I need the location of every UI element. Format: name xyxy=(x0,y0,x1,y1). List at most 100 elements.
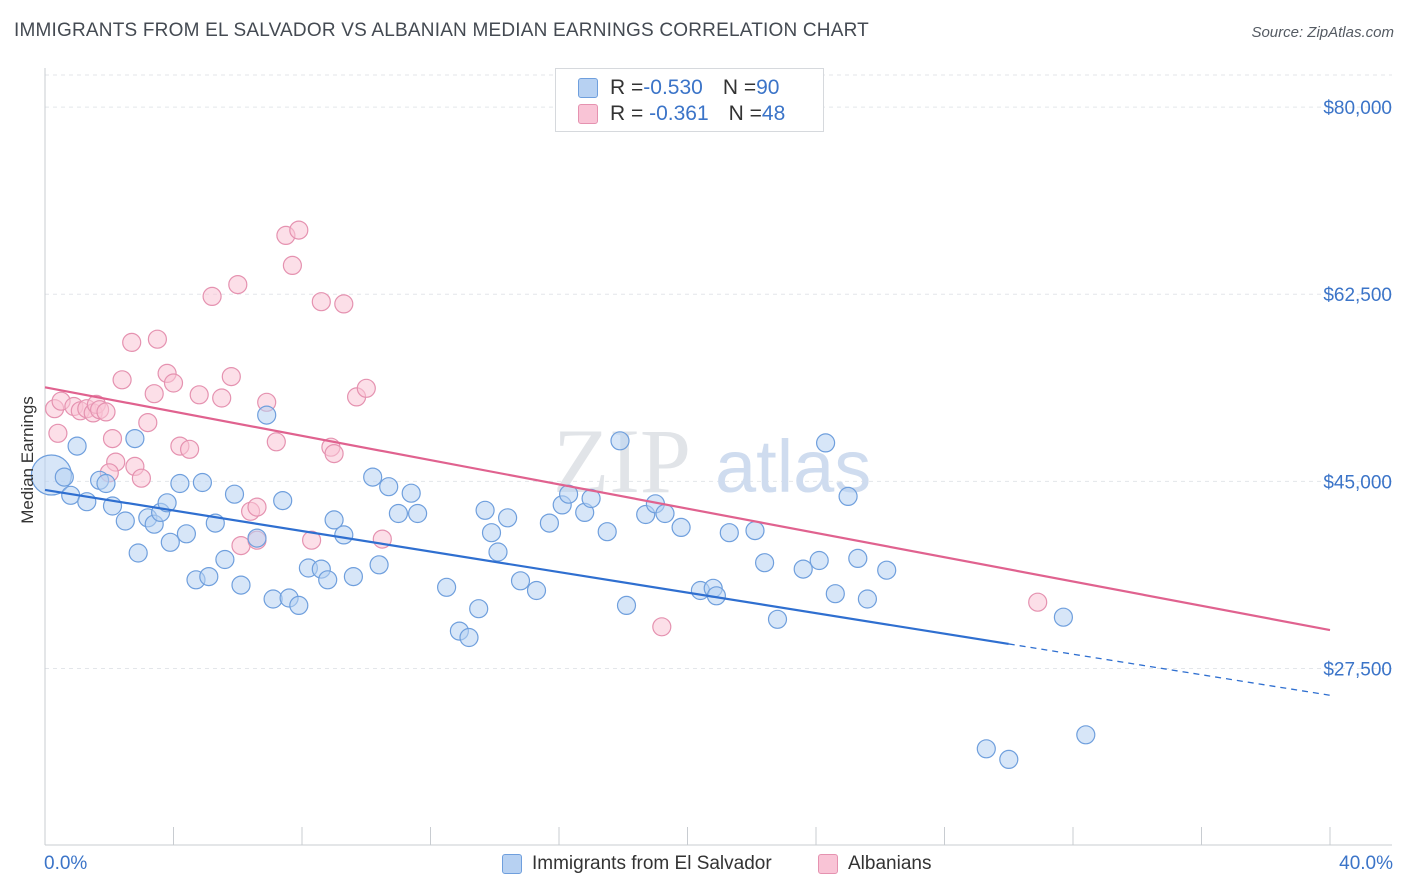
el-salvador-point xyxy=(369,555,389,575)
bottom-legend-albanians: Albanians xyxy=(818,851,931,877)
y-tick-label: $80,000 xyxy=(1323,98,1392,119)
el-salvador-point xyxy=(54,467,74,487)
y-axis-title: Median Earnings xyxy=(18,396,37,524)
legend-r-label: R = xyxy=(610,102,644,125)
el-salvador-point xyxy=(199,566,219,587)
el-salvador-point xyxy=(157,493,177,513)
el-salvador-trend-extension xyxy=(1008,643,1331,696)
el-salvador-point xyxy=(793,559,813,579)
el-salvador-point xyxy=(176,524,196,544)
albanians-point xyxy=(147,329,167,349)
legend-r-value: -0.530 xyxy=(643,76,703,99)
albanians-point xyxy=(96,402,116,422)
y-tick-label: $45,000 xyxy=(1323,472,1392,493)
el-salvador-point xyxy=(247,528,267,548)
el-salvador-point xyxy=(437,577,457,597)
el-salvador-point xyxy=(745,520,765,541)
el-salvador-point xyxy=(719,523,739,543)
el-salvador-points xyxy=(30,405,1096,770)
el-salvador-point xyxy=(510,571,531,591)
albanians-point xyxy=(356,378,376,398)
el-salvador-point xyxy=(475,500,495,520)
el-salvador-point xyxy=(498,508,518,528)
el-salvador-trend-line xyxy=(44,488,1009,646)
el-salvador-point xyxy=(616,595,637,616)
albanians-trend-line xyxy=(44,386,1331,632)
albanians-point xyxy=(231,535,251,556)
albanians-point xyxy=(1028,592,1048,612)
bottom-legend-el-salvador: Immigrants from El Salvador xyxy=(502,851,772,877)
albanians-point xyxy=(266,432,286,452)
legend-row-albanians: R = -0.361 N = 48 xyxy=(578,101,785,127)
el-salvador-point xyxy=(67,436,87,456)
legend-swatch-blue xyxy=(578,78,598,98)
el-salvador-point xyxy=(273,491,293,511)
el-salvador-point xyxy=(257,405,277,425)
x-tick-label: 0.0% xyxy=(44,853,87,874)
trend-lines xyxy=(44,386,1331,696)
el-salvador-point xyxy=(115,511,135,531)
albanians-point xyxy=(131,468,151,488)
x-tick-label: 40.0% xyxy=(1339,853,1393,874)
albanians-point xyxy=(652,617,672,637)
albanians-point xyxy=(334,294,354,314)
el-salvador-point xyxy=(289,595,309,616)
el-salvador-point xyxy=(160,532,180,552)
el-salvador-point xyxy=(671,517,691,538)
legend-r-value: -0.361 xyxy=(643,102,709,125)
el-salvador-point xyxy=(1076,725,1096,745)
el-salvador-point xyxy=(459,627,479,648)
albanians-point xyxy=(324,444,344,464)
el-salvador-point xyxy=(318,570,338,590)
el-salvador-point xyxy=(610,431,630,451)
el-salvador-point xyxy=(767,609,788,629)
y-tick-label: $62,500 xyxy=(1323,285,1392,306)
chart-title: IMMIGRANTS FROM EL SALVADOR VS ALBANIAN … xyxy=(14,20,869,41)
el-salvador-point xyxy=(1053,607,1074,627)
y-tick-label: $27,500 xyxy=(1323,660,1392,681)
el-salvador-point xyxy=(224,484,245,504)
el-salvador-point xyxy=(526,580,547,601)
el-salvador-point xyxy=(838,486,858,506)
el-salvador-point xyxy=(655,503,675,524)
albanians-point xyxy=(221,367,241,387)
el-salvador-point xyxy=(125,429,145,449)
el-salvador-point xyxy=(343,566,363,587)
albanians-point xyxy=(102,429,123,449)
el-salvador-point xyxy=(539,513,560,533)
el-salvador-point xyxy=(809,550,829,571)
el-salvador-point xyxy=(170,473,190,494)
el-salvador-point xyxy=(215,549,235,570)
el-salvador-point xyxy=(401,483,421,503)
legend-row-el-salvador: R = -0.530 N = 90 xyxy=(578,75,779,101)
el-salvador-point xyxy=(408,503,428,524)
el-salvador-point xyxy=(469,599,489,619)
legend-r-label: R = xyxy=(610,76,644,99)
albanians-point xyxy=(282,255,302,275)
albanians-point xyxy=(247,497,267,517)
bottom-legend-label: Albanians xyxy=(848,853,932,874)
el-salvador-point xyxy=(825,584,845,604)
albanians-point xyxy=(302,530,322,550)
tick-labels: $27,500 $45,000 $62,500 $80,000 0.0% 40.0% Med… xyxy=(18,98,1393,874)
albanians-point xyxy=(180,439,200,459)
albanians-point xyxy=(163,373,184,393)
el-salvador-point xyxy=(597,522,617,542)
albanians-point xyxy=(289,220,309,240)
el-salvador-point xyxy=(324,510,344,530)
albanians-point xyxy=(212,388,232,408)
el-salvador-point xyxy=(754,553,775,573)
legend-n-value: 90 xyxy=(756,76,780,99)
el-salvador-point xyxy=(363,467,383,487)
legend-n-label: N = xyxy=(728,102,762,125)
source-label: Source: ZipAtlas.com xyxy=(1251,24,1394,41)
albanians-point xyxy=(202,286,222,306)
legend-n-label: N = xyxy=(722,76,757,99)
albanians-point xyxy=(228,275,248,295)
el-salvador-point xyxy=(379,477,399,497)
el-salvador-point xyxy=(815,433,836,453)
correlation-legend: R = -0.530 N = 90 R = -0.361 N = 48 xyxy=(555,68,824,132)
el-salvador-point xyxy=(388,503,408,524)
el-salvador-point xyxy=(231,575,251,595)
